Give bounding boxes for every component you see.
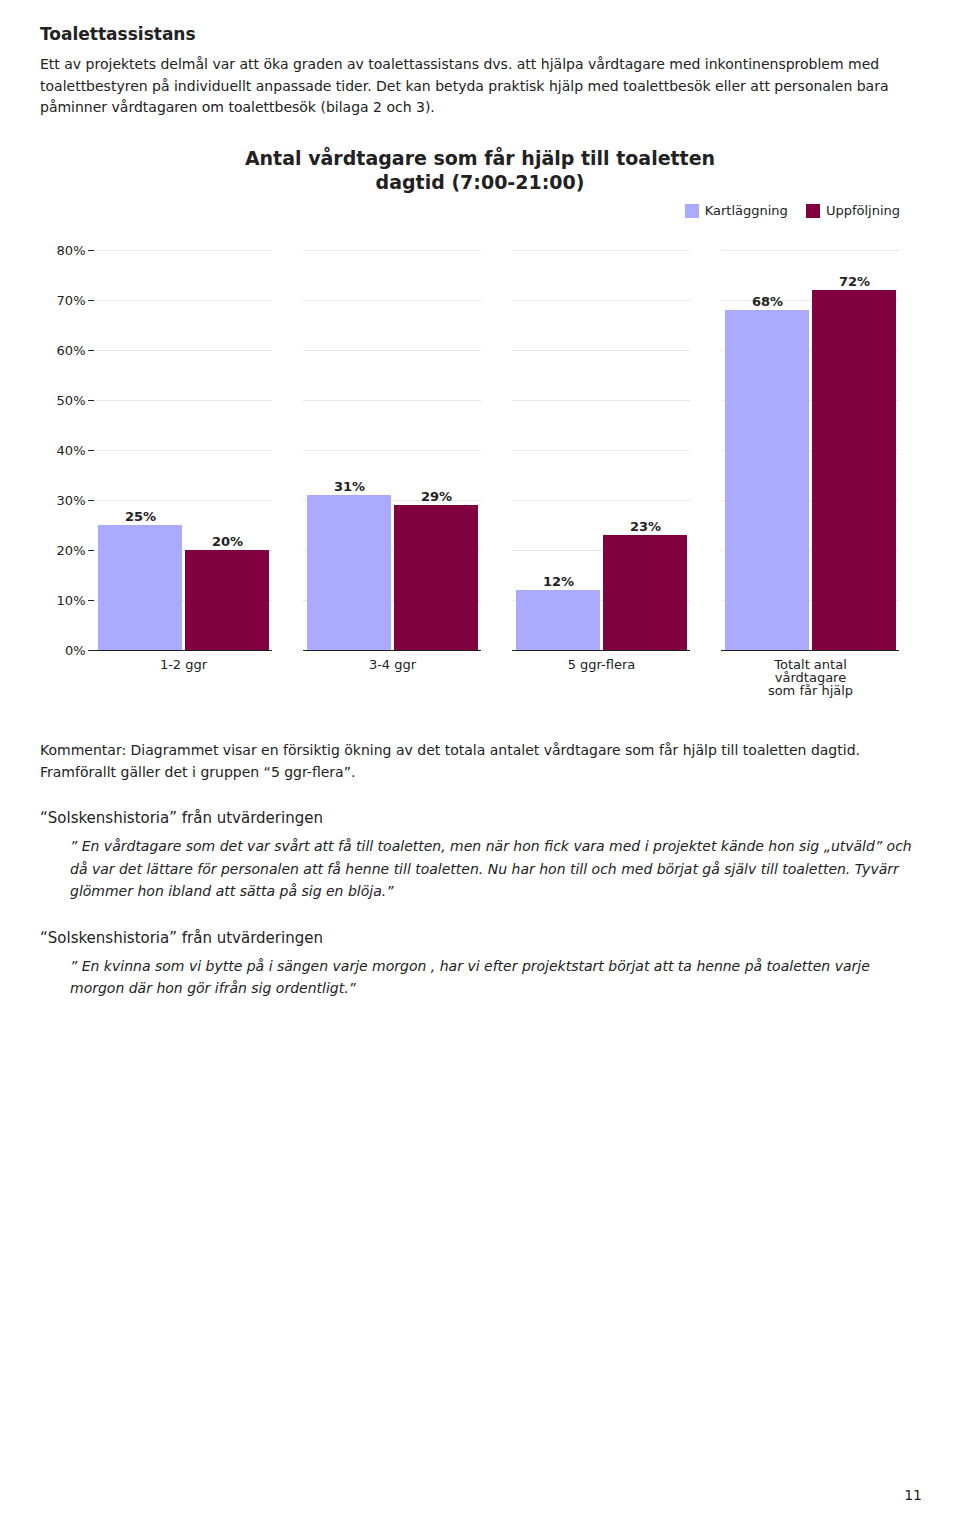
svg-text:40%: 40% xyxy=(57,443,86,458)
svg-text:30%: 30% xyxy=(57,493,86,508)
html-text:dagtid (7:00-21:00): dagtid (7:00-21:00) xyxy=(375,171,585,194)
html-text:11: 11 xyxy=(904,1487,922,1503)
svg-text:0%: 0% xyxy=(65,643,86,658)
html-text:Uppföljning: Uppföljning xyxy=(825,203,900,219)
html-text:Ett av projektets delmål var a: Ett av projektets delmål var att öka gra… xyxy=(40,56,889,116)
html-text:Kommentar: Diagrammet visar en: Kommentar: Diagrammet visar en försiktig… xyxy=(40,742,860,780)
svg-text:20%: 20% xyxy=(57,543,86,558)
svg-text:25%: 25% xyxy=(125,509,156,524)
svg-text:70%: 70% xyxy=(57,293,86,308)
html-text:Toalettassistans: Toalettassistans xyxy=(40,24,196,44)
html-text:Antal vårdtagare som får hjälp: Antal vårdtagare som får hjälp till toal… xyxy=(244,147,716,170)
svg-text:72%: 72% xyxy=(839,274,870,289)
svg-text:12%: 12% xyxy=(543,574,574,589)
svg-text:3-4 ggr: 3-4 ggr xyxy=(369,657,417,672)
svg-text:Totalt antalvårdtagaresom får: Totalt antalvårdtagaresom får hjälp xyxy=(768,657,853,698)
svg-text:60%: 60% xyxy=(57,343,86,358)
html-text:“Solskenshistoria” från utvärd: “Solskenshistoria” från utvärderingen xyxy=(40,809,323,828)
svg-text:23%: 23% xyxy=(630,519,661,534)
svg-text:80%: 80% xyxy=(57,243,86,258)
html-text:” En kvinna som vi bytte på i: ” En kvinna som vi bytte på i sängen var… xyxy=(70,957,870,996)
html-text:” En vårdtagare som det var sv: ” En vårdtagare som det var svårt att få… xyxy=(70,838,912,900)
svg-text:1-2 ggr: 1-2 ggr xyxy=(160,657,208,672)
html-text:Kartläggning: Kartläggning xyxy=(704,203,788,219)
svg-text:29%: 29% xyxy=(421,489,452,504)
svg-text:20%: 20% xyxy=(212,534,243,549)
svg-text:5 ggr-flera: 5 ggr-flera xyxy=(568,657,636,672)
svg-text:68%: 68% xyxy=(752,294,783,309)
svg-text:10%: 10% xyxy=(57,593,86,608)
svg-text:31%: 31% xyxy=(334,479,365,494)
svg-text:50%: 50% xyxy=(57,393,86,408)
html-text:“Solskenshistoria” från utvärd: “Solskenshistoria” från utvärderingen xyxy=(40,928,323,947)
